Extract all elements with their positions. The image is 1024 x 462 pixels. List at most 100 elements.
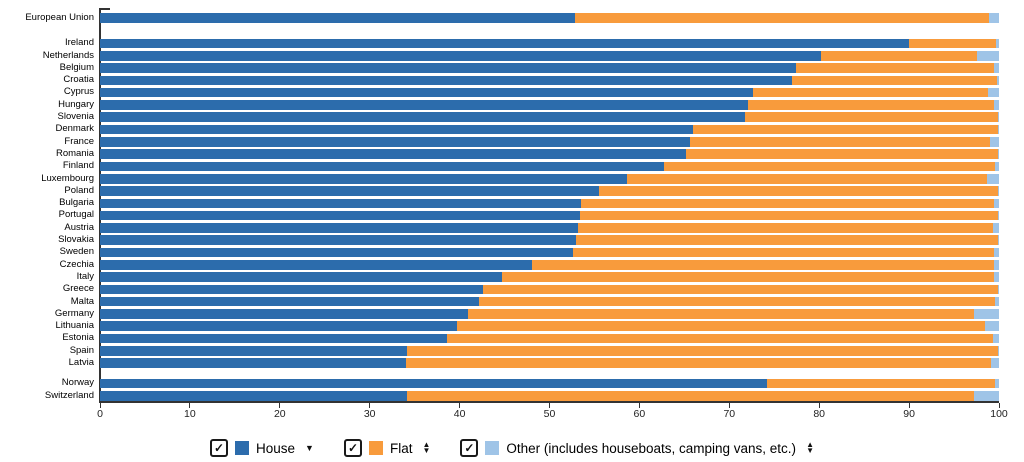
bar-segment-other[interactable] xyxy=(993,198,999,209)
bar-segment-other[interactable] xyxy=(984,321,999,332)
bar-segment-other[interactable] xyxy=(990,137,999,147)
bar-segment-flat[interactable] xyxy=(467,309,974,319)
bar-segment-other[interactable] xyxy=(994,247,999,258)
bar-segment-house[interactable] xyxy=(100,272,502,282)
bar-segment-other[interactable] xyxy=(995,378,999,389)
bar-segment-house[interactable] xyxy=(100,223,579,233)
bar-segment-flat[interactable] xyxy=(482,284,999,295)
bar-segment-flat[interactable] xyxy=(795,63,994,73)
bar-segment-other[interactable] xyxy=(988,87,999,98)
bar-segment-flat[interactable] xyxy=(406,390,974,401)
bar-segment-other[interactable] xyxy=(994,296,999,307)
bar-segment-flat[interactable] xyxy=(447,333,993,344)
bar-segment-other[interactable] xyxy=(997,75,999,86)
bar-segment-house[interactable] xyxy=(100,358,406,368)
bar-segment-house[interactable] xyxy=(100,321,457,332)
bar-segment-other[interactable] xyxy=(989,13,999,23)
bar-segment-other[interactable] xyxy=(998,112,999,123)
bar-segment-house[interactable] xyxy=(100,100,749,110)
bar-segment-flat[interactable] xyxy=(580,210,999,221)
bar-segment-other[interactable] xyxy=(998,186,999,196)
x-axis-tick xyxy=(998,402,1000,408)
bar-segment-flat[interactable] xyxy=(456,321,985,332)
bar-segment-flat[interactable] xyxy=(748,100,994,110)
bar-segment-flat[interactable] xyxy=(406,346,999,356)
bar-segment-house[interactable] xyxy=(100,247,573,258)
bar-segment-house[interactable] xyxy=(100,186,599,196)
bar-segment-house[interactable] xyxy=(100,284,483,295)
bar-segment-flat[interactable] xyxy=(767,378,996,389)
bar-segment-house[interactable] xyxy=(100,296,480,307)
bar-segment-house[interactable] xyxy=(100,149,687,159)
bar-segment-house[interactable] xyxy=(100,124,694,135)
bar-segment-other[interactable] xyxy=(998,284,999,295)
house-checkbox[interactable]: ✓ xyxy=(210,439,229,457)
bar-segment-house[interactable] xyxy=(100,235,576,245)
bar-segment-house[interactable] xyxy=(100,346,407,356)
bar-segment-other[interactable] xyxy=(993,63,999,73)
bar-segment-other[interactable] xyxy=(998,346,999,356)
bar-segment-house[interactable] xyxy=(100,63,796,73)
bar-segment-house[interactable] xyxy=(100,173,627,184)
bar-segment-flat[interactable] xyxy=(574,13,990,23)
bar-segment-house[interactable] xyxy=(100,309,468,319)
bar-segment-other[interactable] xyxy=(973,390,999,401)
bar-segment-other[interactable] xyxy=(998,124,999,135)
bar-segment-house[interactable] xyxy=(100,378,768,389)
bar-segment-other[interactable] xyxy=(998,235,999,245)
bar-segment-flat[interactable] xyxy=(501,272,994,282)
stacked-bar xyxy=(100,137,999,147)
bar-segment-other[interactable] xyxy=(998,210,999,221)
bar-segment-flat[interactable] xyxy=(598,186,999,196)
bar-segment-other[interactable] xyxy=(994,161,999,172)
bar-segment-other[interactable] xyxy=(993,259,999,270)
bar-segment-house[interactable] xyxy=(100,333,447,344)
other-checkbox[interactable]: ✓ xyxy=(460,439,479,457)
bar-segment-house[interactable] xyxy=(100,38,910,49)
bar-segment-flat[interactable] xyxy=(752,87,989,98)
bar-segment-house[interactable] xyxy=(100,13,575,23)
bar-segment-flat[interactable] xyxy=(626,173,988,184)
bar-segment-house[interactable] xyxy=(100,390,407,401)
bar-segment-flat[interactable] xyxy=(792,75,998,86)
bar-segment-other[interactable] xyxy=(987,173,999,184)
bar-segment-flat[interactable] xyxy=(689,137,990,147)
bar-segment-other[interactable] xyxy=(993,100,999,110)
bar-segment-flat[interactable] xyxy=(578,223,993,233)
bar-segment-house[interactable] xyxy=(100,75,793,86)
bar-segment-other[interactable] xyxy=(990,358,999,368)
bar-segment-other[interactable] xyxy=(973,309,999,319)
bar-segment-house[interactable] xyxy=(100,259,533,270)
bar-segment-other[interactable] xyxy=(998,149,999,159)
bar-segment-flat[interactable] xyxy=(686,149,999,159)
bar-segment-flat[interactable] xyxy=(479,296,995,307)
bar-segment-house[interactable] xyxy=(100,137,690,147)
bar-segment-flat[interactable] xyxy=(575,235,999,245)
sort-toggle-icon[interactable]: ▲ ▼ xyxy=(806,440,814,455)
bar-segment-flat[interactable] xyxy=(909,38,997,49)
bar-segment-other[interactable] xyxy=(996,38,999,49)
bar-segment-house[interactable] xyxy=(100,87,753,98)
bar-segment-house[interactable] xyxy=(100,161,664,172)
bar-segment-flat[interactable] xyxy=(663,161,995,172)
bar-segment-flat[interactable] xyxy=(572,247,995,258)
bar-segment-flat[interactable] xyxy=(405,358,991,368)
sort-toggle-icon[interactable]: ▲ ▼ xyxy=(422,440,430,455)
bar-segment-other[interactable] xyxy=(976,50,999,61)
bar-segment-other[interactable] xyxy=(992,223,999,233)
bar-segment-flat[interactable] xyxy=(532,259,994,270)
flat-checkbox[interactable]: ✓ xyxy=(343,439,362,457)
stacked-bar xyxy=(100,321,999,332)
bar-segment-other[interactable] xyxy=(993,272,999,282)
bar-segment-flat[interactable] xyxy=(693,124,999,135)
bar-segment-house[interactable] xyxy=(100,112,745,123)
bar-segment-other[interactable] xyxy=(992,333,999,344)
bar-segment-flat[interactable] xyxy=(744,112,999,123)
bar-segment-house[interactable] xyxy=(100,50,821,61)
bar-segment-house[interactable] xyxy=(100,198,581,209)
chart-legend: ✓ House ▼ ✓ Flat ▲ ▼ ✓ Other (includes h… xyxy=(0,434,1024,462)
bar-segment-house[interactable] xyxy=(100,210,581,221)
sort-descending-icon[interactable]: ▼ xyxy=(305,443,314,453)
bar-segment-flat[interactable] xyxy=(580,198,994,209)
bar-segment-flat[interactable] xyxy=(820,50,977,61)
